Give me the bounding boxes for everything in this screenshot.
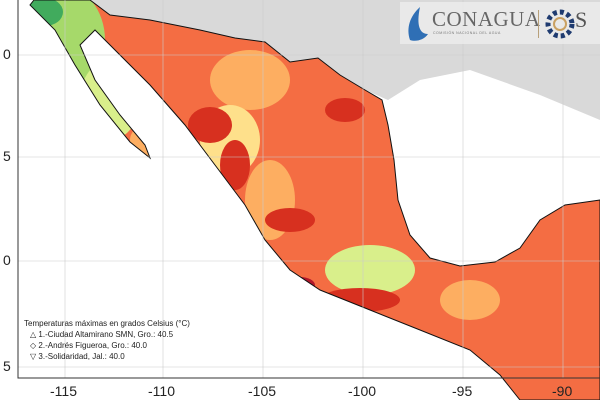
divider [538, 10, 539, 38]
x-tick: -115 [50, 383, 77, 399]
triangle-up-icon: △ [30, 330, 37, 339]
smn-emblem-icon [545, 9, 575, 39]
legend: Temperaturas máximas en grados Celsius (… [24, 318, 190, 362]
gridlines [18, 0, 600, 378]
water-drop-icon [408, 7, 428, 41]
legend-item: ▽ 3.-Solidaridad, Jal.: 40.0 [30, 352, 125, 361]
legend-item: △ 1.-Ciudad Altamirano SMN, Gro.: 40.5 [30, 330, 174, 339]
y-tick: 0 [3, 252, 11, 268]
x-tick: -90 [552, 383, 573, 399]
y-tick: 5 [3, 358, 11, 374]
y-tick: 0 [3, 46, 11, 62]
x-tick: -95 [452, 383, 473, 399]
y-tick: 5 [3, 148, 11, 164]
legend-item: ◇ 2.-Andrés Figueroa, Gro.: 40.0 [30, 341, 147, 350]
axes [17, 0, 600, 379]
triangle-down-icon: ▽ [30, 352, 37, 361]
x-tick: -110 [148, 383, 175, 399]
conagua-logo: CONAGUA COMISIÓN NACIONAL DEL AGUA S [400, 2, 600, 44]
x-tick: -100 [348, 383, 377, 399]
x-tick: -105 [248, 383, 277, 399]
legend-title: Temperaturas máximas en grados Celsius (… [24, 319, 190, 328]
diamond-icon: ◇ [30, 341, 37, 350]
